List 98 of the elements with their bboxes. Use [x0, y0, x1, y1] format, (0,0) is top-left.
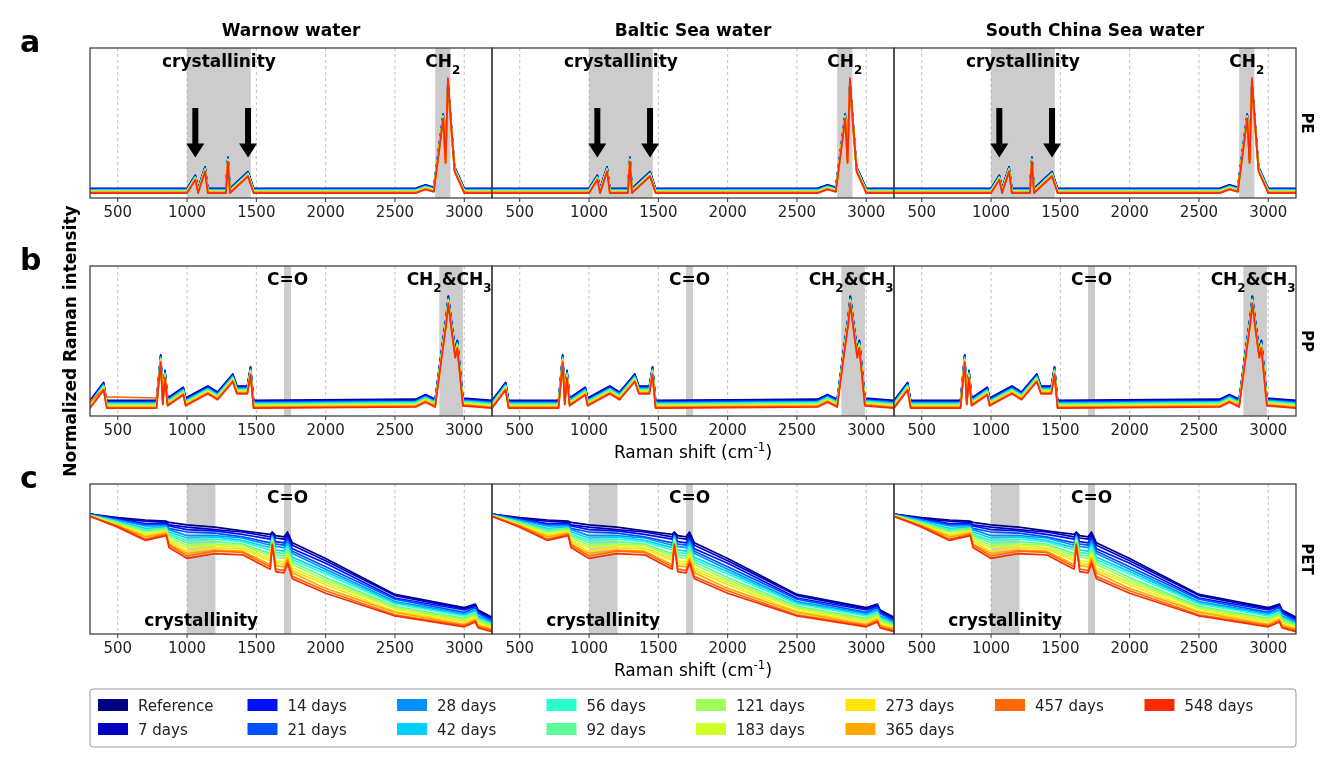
x-tick-label: 2500 [375, 639, 415, 657]
x-tick-label: 2000 [1110, 203, 1149, 221]
chart-title: Baltic Sea water [614, 20, 772, 40]
x-tick-label: 2500 [1179, 639, 1219, 657]
x-tick-label: 2500 [777, 421, 817, 439]
x-tick-label: 2500 [777, 203, 817, 221]
x-tick-label: 1000 [971, 639, 1011, 657]
band-label: CH$_{2}$ [827, 51, 863, 77]
x-tick-label: 3000 [445, 639, 484, 657]
x-tick-label: 1500 [1041, 421, 1080, 439]
legend-label: 21 days [287, 721, 347, 739]
x-tick-label: 1000 [569, 421, 609, 439]
band-label: crystallinity [563, 51, 678, 71]
x-tick-label: 2000 [1110, 421, 1149, 439]
band-label: CH$_{2}$&CH$_{3}$ [406, 269, 492, 295]
band-label: C=O [266, 269, 309, 289]
text: b [20, 242, 42, 277]
legend-label: 457 days [1035, 697, 1104, 715]
x-tick-label: 2500 [375, 203, 415, 221]
x-tick-label: 1500 [1041, 203, 1080, 221]
x-axis-title: Raman shift (cm$^{-1}$) [613, 658, 773, 680]
x-tick-label: 500 [907, 639, 937, 657]
x-tick-label: 2000 [1110, 639, 1149, 657]
x-tick-label: 2000 [306, 203, 345, 221]
legend-label: 7 days [138, 721, 188, 739]
x-tick-label: 3000 [445, 421, 484, 439]
x-tick-label: 1500 [1041, 639, 1080, 657]
legend-label: 28 days [437, 697, 497, 715]
x-tick-label: 1500 [639, 203, 678, 221]
legend-label: 56 days [586, 697, 646, 715]
x-tick-label: 500 [907, 421, 937, 439]
legend-label: Reference [138, 697, 214, 715]
x-tick-label: 2000 [708, 639, 747, 657]
x-tick-label: 1000 [971, 203, 1011, 221]
legend-label: 548 days [1184, 697, 1254, 715]
x-tick-label: 3000 [445, 203, 484, 221]
band-label: C=O [668, 487, 711, 507]
x-tick-label: 3000 [1249, 639, 1288, 657]
band-label: crystallinity [965, 51, 1080, 71]
x-tick-label: 2000 [708, 421, 747, 439]
legend-label: 273 days [885, 697, 955, 715]
x-tick-label: 1500 [639, 639, 678, 657]
legend-label: 365 days [885, 721, 955, 739]
x-tick-label: 500 [907, 203, 937, 221]
x-tick-label: 1000 [569, 639, 609, 657]
x-tick-label: 1000 [167, 421, 207, 439]
x-tick-label: 3000 [1249, 421, 1288, 439]
x-tick-label: 3000 [847, 639, 886, 657]
band-label: CH$_{2}$&CH$_{3}$ [1210, 269, 1296, 295]
band-label: crystallinity [161, 51, 276, 71]
x-tick-label: 2500 [1179, 203, 1219, 221]
x-tick-label: 2000 [306, 421, 345, 439]
x-tick-label: 1500 [237, 203, 276, 221]
x-tick-label: 1000 [167, 639, 207, 657]
band-label: CH$_{2}$ [425, 51, 461, 77]
band-label: crystallinity [144, 610, 259, 630]
band-label: CH$_{2}$ [1229, 51, 1265, 77]
text: c [20, 460, 38, 495]
x-tick-label: 2500 [375, 421, 415, 439]
y2-axis-title: PE [1298, 112, 1316, 134]
chart-title: Warnow water [221, 20, 361, 40]
x-tick-label: 500 [103, 639, 133, 657]
band-label: crystallinity [546, 610, 661, 630]
x-axis-title: Raman shift (cm$^{-1}$) [613, 440, 773, 462]
x-tick-label: 500 [103, 203, 133, 221]
x-tick-label: 500 [505, 639, 535, 657]
chart-title: South China Sea water [985, 20, 1205, 40]
x-tick-label: 3000 [847, 421, 886, 439]
x-tick-label: 1000 [971, 421, 1011, 439]
x-tick-label: 2500 [1179, 421, 1219, 439]
legend-label: 183 days [736, 721, 805, 739]
x-tick-label: 500 [505, 203, 535, 221]
band-label: C=O [1070, 487, 1113, 507]
x-tick-label: 1000 [569, 203, 609, 221]
band-label: C=O [266, 487, 309, 507]
x-tick-label: 2000 [306, 639, 345, 657]
x-tick-label: 500 [505, 421, 535, 439]
legend-label: 92 days [586, 721, 646, 739]
x-tick-label: 3000 [847, 203, 886, 221]
x-tick-label: 1500 [639, 421, 678, 439]
text: a [20, 24, 41, 59]
band-label: C=O [668, 269, 711, 289]
x-tick-label: 1000 [167, 203, 207, 221]
y-axis-title: Normalized Raman intensity [60, 205, 80, 477]
legend-label: 14 days [287, 697, 347, 715]
x-tick-label: 3000 [1249, 203, 1288, 221]
x-tick-label: 1500 [237, 421, 276, 439]
band-label: crystallinity [948, 610, 1063, 630]
x-tick-label: 2000 [708, 203, 747, 221]
x-tick-label: 1500 [237, 639, 276, 657]
legend-label: 42 days [437, 721, 497, 739]
y2-axis-title: PP [1298, 330, 1316, 352]
y2-axis-title: PET [1298, 543, 1316, 576]
x-tick-label: 2500 [777, 639, 817, 657]
band-label: CH$_{2}$&CH$_{3}$ [808, 269, 894, 295]
legend-label: 121 days [736, 697, 805, 715]
x-tick-label: 500 [103, 421, 133, 439]
band-label: C=O [1070, 269, 1113, 289]
